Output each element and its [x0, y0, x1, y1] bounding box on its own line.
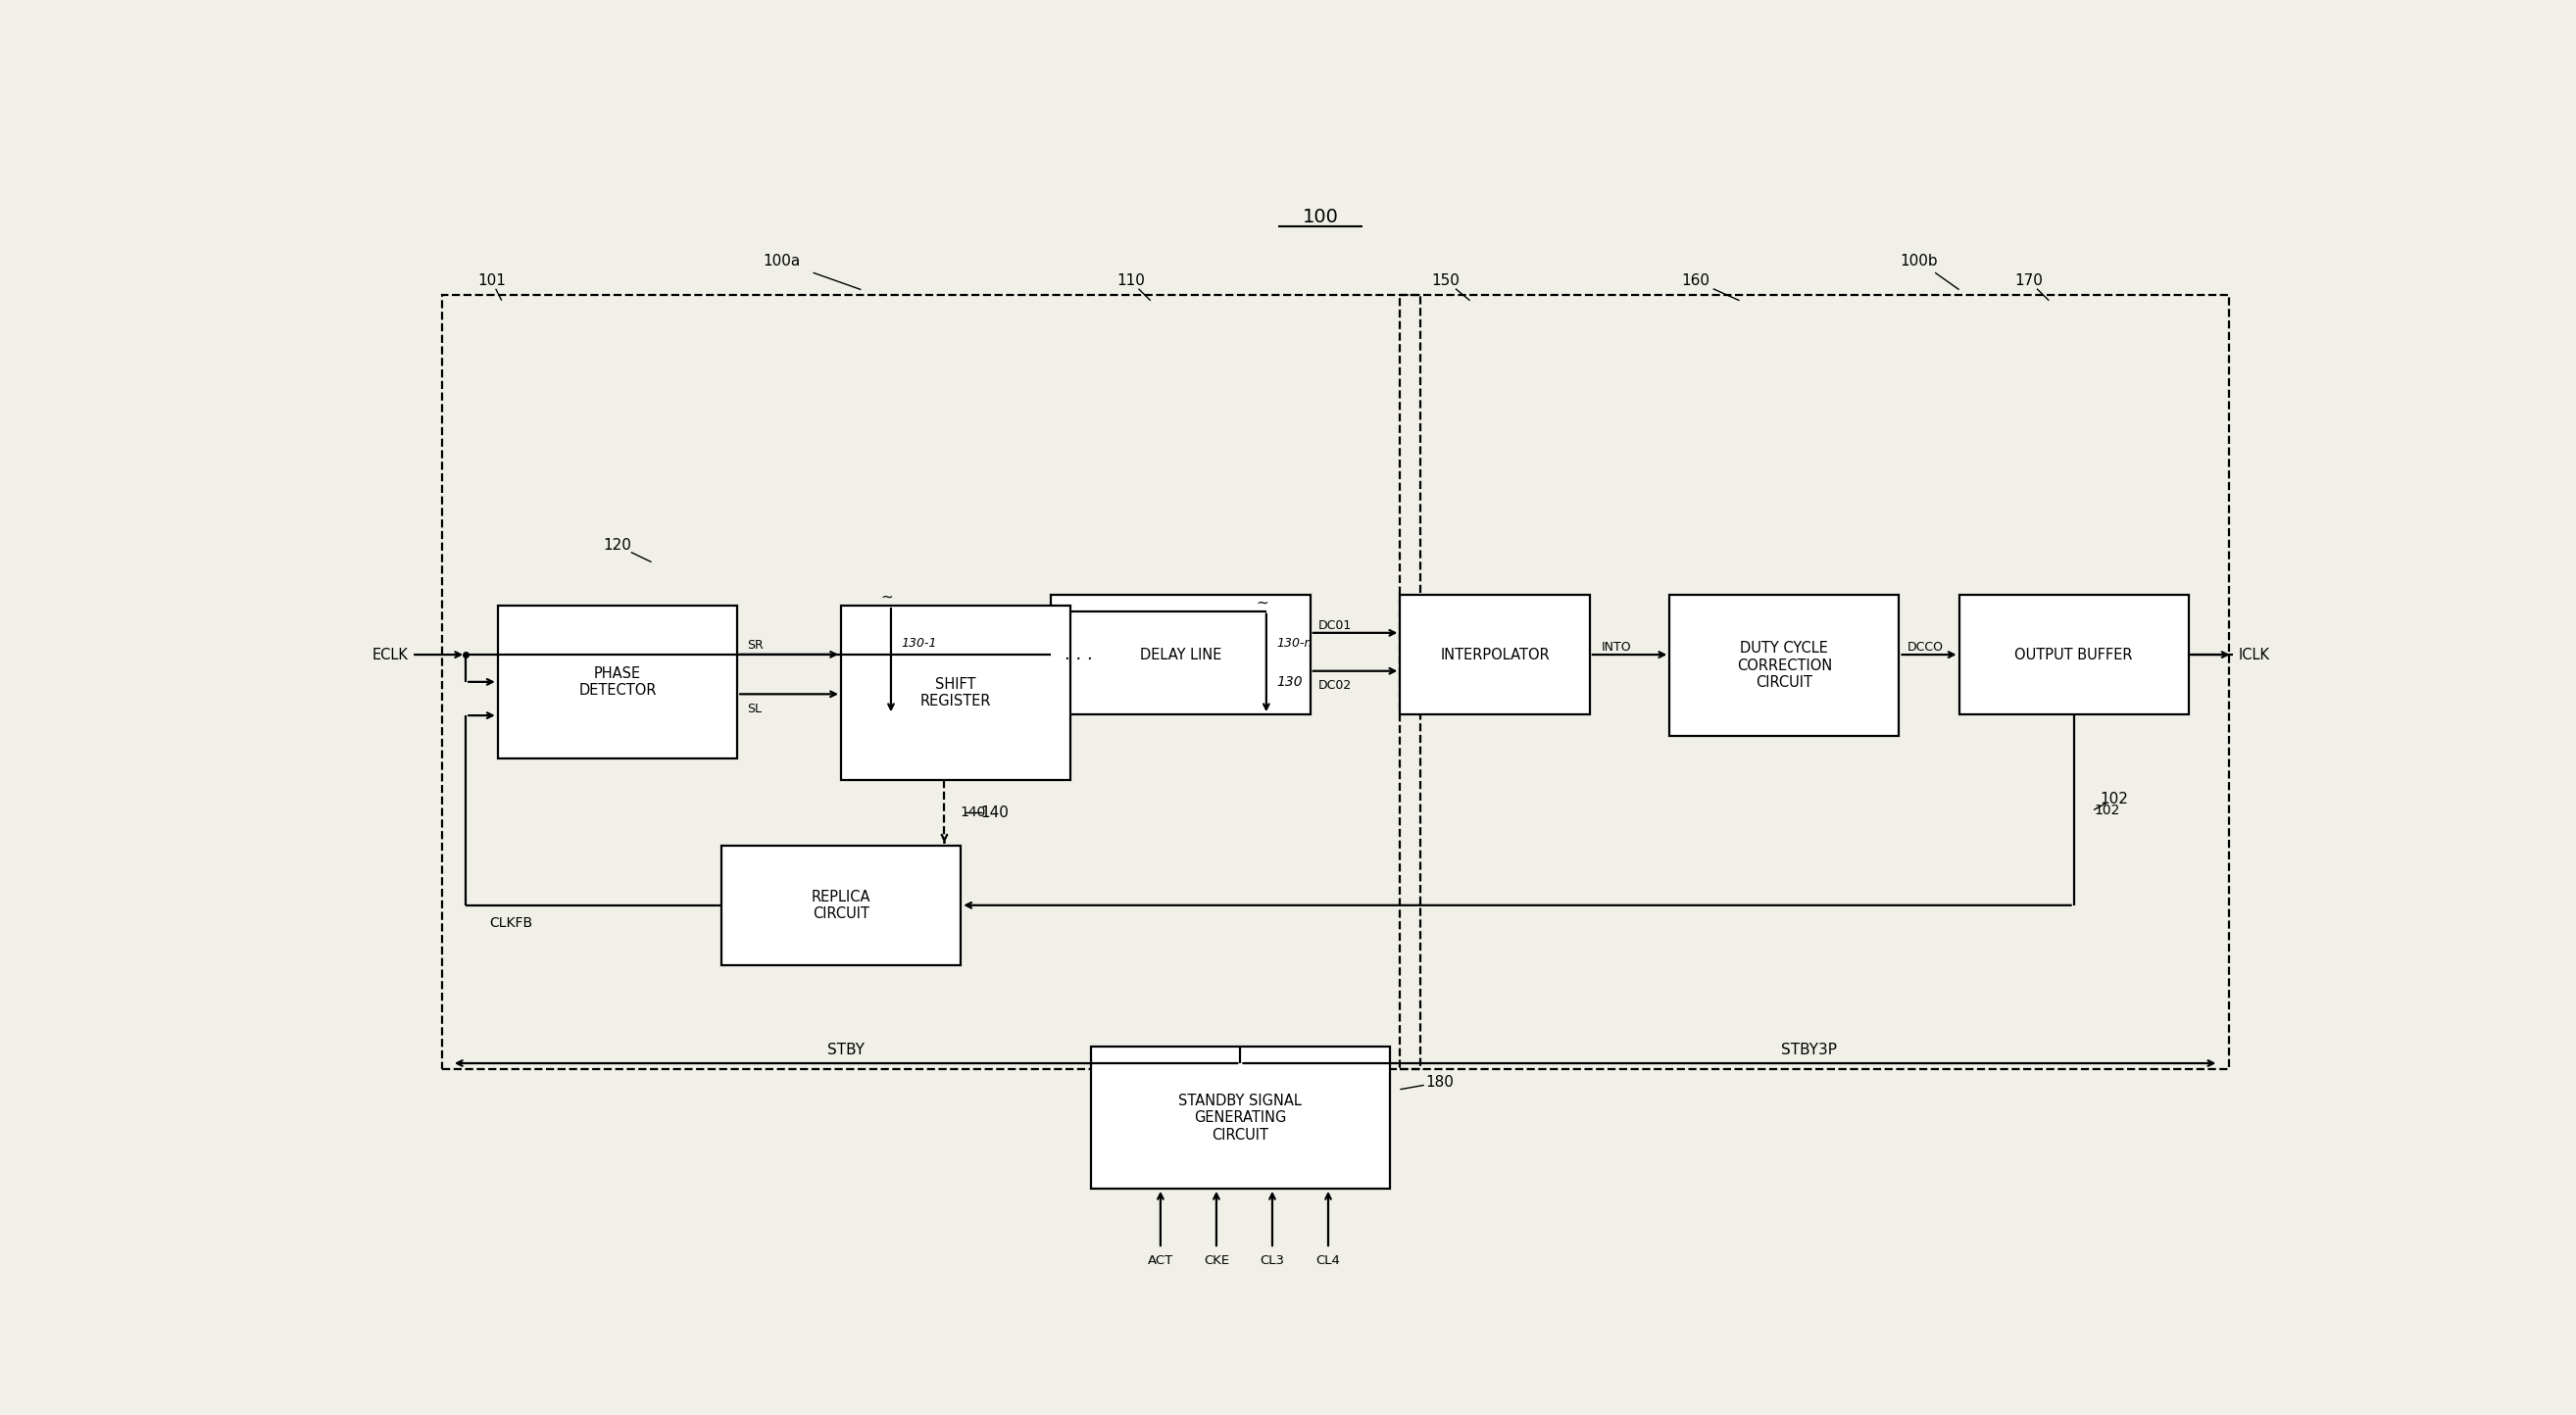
Text: 150: 150: [1432, 273, 1461, 289]
Text: DC01: DC01: [1319, 618, 1352, 631]
Text: 100b: 100b: [1901, 253, 1937, 269]
Text: REPLICA
CIRCUIT: REPLICA CIRCUIT: [811, 890, 871, 921]
Text: STBY3P: STBY3P: [1783, 1043, 1837, 1057]
Text: 130-n: 130-n: [1275, 637, 1311, 649]
Text: OUTPUT BUFFER: OUTPUT BUFFER: [2014, 647, 2133, 662]
Text: 100: 100: [1301, 208, 1340, 226]
Text: 130: 130: [1275, 675, 1303, 689]
Text: INTO: INTO: [1602, 641, 1631, 654]
Text: ACT: ACT: [1149, 1254, 1172, 1266]
Bar: [443, 296, 1419, 1068]
Text: STBY: STBY: [827, 1043, 866, 1057]
Text: ICLK: ICLK: [2239, 647, 2269, 662]
Text: PHASE
DETECTOR: PHASE DETECTOR: [580, 666, 657, 698]
Text: 120: 120: [603, 538, 631, 553]
Text: 102: 102: [2094, 804, 2120, 816]
Bar: [1669, 594, 1899, 736]
Text: 110: 110: [1115, 273, 1144, 289]
Text: . . .: . . .: [1064, 645, 1092, 664]
Text: CL4: CL4: [1316, 1254, 1340, 1266]
Text: ~: ~: [881, 590, 894, 604]
Text: 140: 140: [979, 805, 1007, 819]
Text: 100a: 100a: [762, 253, 801, 269]
Text: 180: 180: [1427, 1075, 1453, 1090]
Bar: [840, 606, 1072, 780]
Text: 102: 102: [2099, 791, 2128, 807]
Bar: [1051, 594, 1311, 715]
Text: 160: 160: [1682, 273, 1710, 289]
Text: DUTY CYCLE
CORRECTION
CIRCUIT: DUTY CYCLE CORRECTION CIRCUIT: [1736, 641, 1832, 691]
Text: DELAY LINE: DELAY LINE: [1139, 647, 1221, 662]
Bar: [1401, 296, 2228, 1068]
Text: SL: SL: [747, 703, 762, 716]
Bar: [1090, 1047, 1391, 1189]
Bar: [721, 845, 961, 965]
Bar: [1958, 594, 2190, 715]
Text: CKE: CKE: [1203, 1254, 1229, 1266]
Bar: [497, 606, 737, 758]
Text: STANDBY SIGNAL
GENERATING
CIRCUIT: STANDBY SIGNAL GENERATING CIRCUIT: [1180, 1094, 1301, 1142]
Text: DCCO: DCCO: [1906, 641, 1942, 654]
Text: 140: 140: [961, 805, 987, 819]
Bar: [1401, 594, 1589, 715]
Text: CL3: CL3: [1260, 1254, 1285, 1266]
Text: INTERPOLATOR: INTERPOLATOR: [1440, 647, 1551, 662]
Text: ECLK: ECLK: [371, 647, 407, 662]
Text: DC02: DC02: [1319, 679, 1352, 692]
Text: ~: ~: [1257, 594, 1267, 610]
Text: 101: 101: [477, 273, 505, 289]
Text: 130-1: 130-1: [902, 637, 938, 649]
Text: 170: 170: [2014, 273, 2043, 289]
Text: SR: SR: [747, 640, 762, 652]
Text: CLKFB: CLKFB: [489, 916, 533, 930]
Text: SHIFT
REGISTER: SHIFT REGISTER: [920, 676, 992, 709]
